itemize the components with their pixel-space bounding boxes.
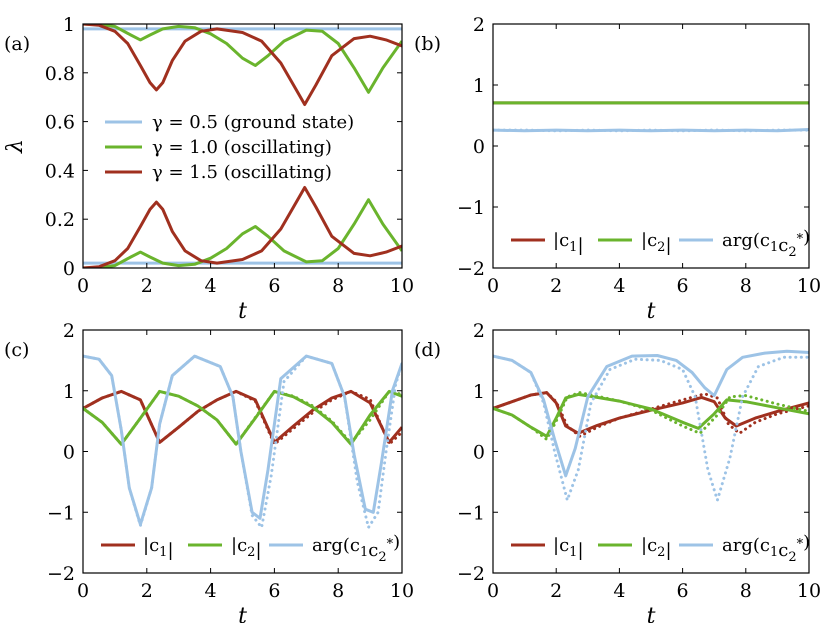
axes-frame bbox=[82, 23, 403, 269]
y-tick-label: 2 bbox=[473, 14, 485, 36]
y-tick-label: 0.6 bbox=[45, 112, 75, 134]
series-line-6 bbox=[83, 354, 402, 529]
x-tick-label: 2 bbox=[141, 580, 153, 602]
panel-label: (d) bbox=[414, 339, 441, 361]
y-tick-label: 2 bbox=[473, 320, 485, 342]
y-tick-label: −1 bbox=[457, 197, 485, 219]
y-tick-label: 2 bbox=[63, 320, 75, 342]
x-tick-label: 8 bbox=[332, 580, 344, 602]
y-tick-label: −2 bbox=[47, 563, 75, 585]
panel-b: 0 2 4 6 8 10 −2 −1 0 1 2 t (b) |c1| |c2| arg(c1c2*) bbox=[414, 14, 821, 324]
y-tick-label: 0 bbox=[63, 442, 75, 464]
legend: γ = 0.5 (ground state) γ = 1.0 (oscillati… bbox=[105, 112, 354, 183]
x-tick-label: 0 bbox=[77, 580, 89, 602]
series-line-6 bbox=[493, 354, 809, 502]
legend-entry: γ = 1.5 (oscillating) bbox=[152, 162, 332, 183]
legend-entry: |c2| bbox=[641, 535, 672, 561]
y-tick-label: 0 bbox=[63, 258, 75, 280]
x-tick-label: 4 bbox=[205, 275, 217, 297]
x-tick-label: 6 bbox=[677, 275, 689, 297]
series-line-4 bbox=[83, 198, 402, 268]
y-tick-label: 0.4 bbox=[45, 160, 75, 182]
legend-entry: |c2| bbox=[231, 535, 262, 561]
legend-entry: arg(c1c2*) bbox=[722, 532, 810, 565]
x-tick-label: 6 bbox=[677, 580, 689, 602]
x-tick-label: 4 bbox=[205, 580, 217, 602]
x-axis-label: t bbox=[647, 604, 656, 623]
y-tick-label: 0.8 bbox=[45, 63, 75, 85]
y-tick-label: −1 bbox=[47, 502, 75, 524]
panel-c: 0 2 4 6 8 10 −2 −1 0 1 2 t (c) |c1| |c2| arg(c1c2*) bbox=[4, 320, 414, 623]
legend-entry: |c1| bbox=[553, 230, 584, 256]
x-tick-label: 8 bbox=[740, 580, 752, 602]
y-tick-label: 1 bbox=[473, 381, 485, 403]
x-tick-label: 4 bbox=[613, 580, 625, 602]
series-line-4 bbox=[83, 389, 402, 446]
x-tick-label: 8 bbox=[740, 275, 752, 297]
x-tick-label: 6 bbox=[268, 580, 280, 602]
y-tick-label: 0 bbox=[473, 136, 485, 158]
y-tick-label: 1 bbox=[63, 14, 75, 36]
legend-entry: arg(c1c2*) bbox=[312, 532, 400, 565]
x-tick-label: 6 bbox=[268, 275, 280, 297]
legend: |c1| |c2| arg(c1c2*) bbox=[511, 227, 810, 260]
x-tick-label: 4 bbox=[613, 275, 625, 297]
x-tick-label: 2 bbox=[141, 275, 153, 297]
y-tick-label: 1 bbox=[473, 75, 485, 97]
x-tick-label: 10 bbox=[797, 275, 821, 297]
panel-label: (c) bbox=[4, 339, 29, 361]
series-line-5 bbox=[83, 24, 402, 106]
legend-entry: |c1| bbox=[553, 535, 584, 561]
series-line-3 bbox=[83, 24, 402, 94]
series-line-2 bbox=[493, 391, 809, 438]
panel-label: (b) bbox=[414, 33, 441, 55]
x-tick-label: 2 bbox=[550, 580, 562, 602]
x-axis-label: t bbox=[238, 604, 247, 623]
series-line-2 bbox=[83, 389, 402, 446]
y-tick-label: −2 bbox=[457, 258, 485, 280]
x-tick-label: 10 bbox=[390, 580, 414, 602]
legend-entry: |c2| bbox=[641, 230, 672, 256]
x-tick-label: 10 bbox=[390, 275, 414, 297]
x-tick-label: 8 bbox=[332, 275, 344, 297]
y-tick-label: −1 bbox=[457, 502, 485, 524]
x-tick-label: 0 bbox=[487, 275, 499, 297]
series-line-6 bbox=[83, 186, 402, 268]
y-tick-label: 1 bbox=[63, 381, 75, 403]
panel-d: 0 2 4 6 8 10 −2 −1 0 1 2 t (d) |c1| |c2| arg(c1c2*) bbox=[414, 320, 821, 623]
x-tick-label: 0 bbox=[77, 275, 89, 297]
legend: |c1| |c2| arg(c1c2*) bbox=[101, 532, 400, 565]
legend-entry: |c1| bbox=[143, 535, 174, 561]
legend: |c1| |c2| arg(c1c2*) bbox=[511, 532, 810, 565]
series-line-1 bbox=[493, 391, 809, 435]
series-line-4 bbox=[493, 391, 809, 441]
y-tick-label: −2 bbox=[457, 563, 485, 585]
legend-entry: γ = 1.0 (oscillating) bbox=[152, 137, 332, 158]
legend-entry: arg(c1c2*) bbox=[722, 227, 810, 260]
series-line-4 bbox=[493, 128, 809, 133]
y-tick-label: 0 bbox=[473, 442, 485, 464]
series-line-5 bbox=[493, 349, 809, 478]
panel-label: (a) bbox=[4, 33, 30, 55]
x-tick-label: 2 bbox=[550, 275, 562, 297]
x-tick-label: 0 bbox=[487, 580, 499, 602]
y-axis-label: λ bbox=[3, 139, 28, 154]
x-axis-label: t bbox=[238, 299, 247, 324]
x-axis-label: t bbox=[647, 299, 656, 324]
panel-a: 0 2 4 6 8 10 0 0.2 0.4 0.6 0.8 1 t λ (a) γ = 0.5 (groun… bbox=[3, 14, 414, 324]
x-tick-label: 10 bbox=[797, 580, 821, 602]
y-tick-label: 0.2 bbox=[45, 209, 75, 231]
legend-entry: γ = 0.5 (ground state) bbox=[152, 112, 354, 133]
